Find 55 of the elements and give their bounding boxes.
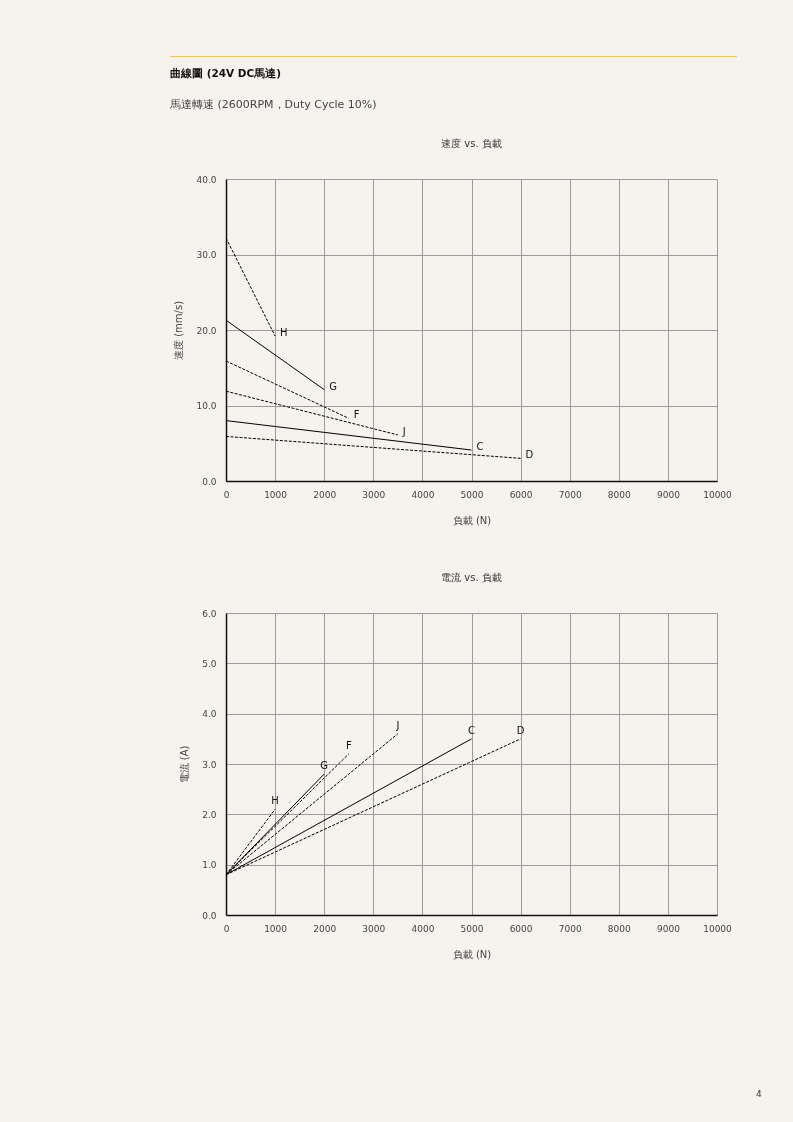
x-tick-label: 9000 <box>656 489 681 500</box>
x-tick-label: 3000 <box>362 489 386 500</box>
text: 4 <box>756 1089 762 1099</box>
x-tick-label: 2000 <box>313 489 337 500</box>
y-tick-label: 10.0 <box>196 401 217 411</box>
series-label: G <box>320 760 329 772</box>
y-tick-label: 6.0 <box>202 608 217 619</box>
x-tick-label: 7000 <box>558 489 582 500</box>
x-tick-label: 7000 <box>558 923 582 934</box>
series-label: H <box>271 795 279 807</box>
text: 馬達轉速 (2600RPM，Duty Cycle 10%) <box>170 97 377 113</box>
x-axis-title: 負載 (N) <box>452 948 492 960</box>
x-tick-label: 1000 <box>264 923 288 934</box>
series-label: J <box>395 719 400 731</box>
x-tick-label: 10000 <box>703 923 733 934</box>
series-label: D <box>516 724 525 736</box>
y-tick-label: 4.0 <box>202 709 217 720</box>
series-label: H <box>280 327 288 339</box>
y-tick-label: 20.0 <box>196 325 217 336</box>
y-tick-label: 1.0 <box>202 860 217 871</box>
x-tick-label: 5000 <box>460 489 484 500</box>
x-tick-label: 2000 <box>313 923 337 934</box>
y-tick-label: 0.0 <box>202 476 217 487</box>
y-tick-label: 40.0 <box>196 174 217 185</box>
series-label: F <box>345 739 352 751</box>
y-axis-title: 電流 (A) <box>179 745 191 784</box>
x-tick-label: 4000 <box>411 923 435 934</box>
series-label: J <box>401 425 406 437</box>
text: 曲線圖 (24V DC馬達) <box>170 66 283 81</box>
x-tick-label: 9000 <box>656 923 681 934</box>
series-label: F <box>353 409 360 421</box>
x-tick-label: 6000 <box>509 923 533 934</box>
y-tick-label: 5.0 <box>202 658 217 669</box>
series-label: D <box>525 449 534 461</box>
series-label: C <box>476 441 484 453</box>
x-tick-label: 3000 <box>362 923 386 934</box>
x-tick-label: 1000 <box>264 489 288 500</box>
y-tick-label: 30.0 <box>196 250 217 260</box>
x-tick-label: 8000 <box>607 923 632 934</box>
series-label: C <box>468 724 476 736</box>
series-label: G <box>329 380 337 392</box>
x-tick-label: 0 <box>223 923 230 934</box>
x-tick-label: 6000 <box>509 489 533 500</box>
y-tick-label: 2.0 <box>202 809 217 820</box>
chart-title: 電流 vs. 負載 <box>441 572 502 583</box>
x-tick-label: 0 <box>223 489 230 500</box>
x-tick-label: 10000 <box>703 489 733 500</box>
chart-title: 速度 vs. 負載 <box>441 138 502 149</box>
x-tick-label: 5000 <box>460 923 484 934</box>
x-axis-title: 負載 (N) <box>452 514 492 526</box>
y-axis-title: 速度 (mm/s) <box>173 300 185 361</box>
x-tick-label: 4000 <box>411 489 435 500</box>
x-tick-label: 8000 <box>607 489 632 500</box>
y-tick-label: 3.0 <box>202 759 217 770</box>
y-tick-label: 0.0 <box>202 910 217 921</box>
